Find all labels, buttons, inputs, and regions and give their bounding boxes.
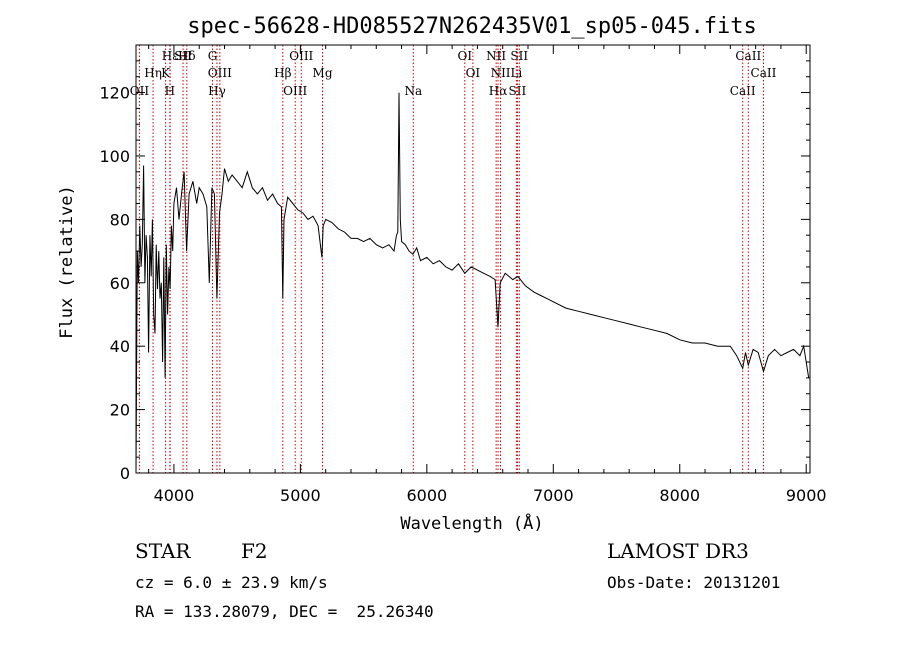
y-tick-label: 100 — [99, 147, 130, 166]
spectrum-series — [135, 92, 810, 474]
spectral-line-label: OI — [457, 49, 472, 63]
spectral-line-label: Hδ — [178, 49, 196, 63]
x-tick-label: 7000 — [533, 486, 574, 505]
x-tick-label: 9000 — [786, 486, 827, 505]
y-tick-label: 120 — [99, 84, 130, 103]
y-axis-label: Flux (relative) — [57, 185, 77, 339]
spectral-line-label: CaII — [735, 49, 761, 63]
spectral-line-label: SII — [509, 84, 527, 98]
spectral-line-label: OII — [130, 84, 150, 98]
spectral-line-label: Hγ — [208, 84, 226, 98]
spectral-line-label: OIII — [283, 84, 307, 98]
spectral-line-label: OIII — [289, 49, 313, 63]
spectral-line-label: CaII — [751, 66, 777, 80]
x-axis-label: Wavelength (Å) — [400, 512, 543, 534]
spectral-line-label: SII — [510, 49, 528, 63]
x-tick-label: 5000 — [280, 486, 321, 505]
y-tick-label: 40 — [110, 337, 130, 356]
plot-frame — [135, 44, 811, 474]
x-tick-label: 4000 — [154, 486, 195, 505]
spectral-line-label: Hβ — [274, 66, 291, 80]
spectral-line-label: Na — [404, 84, 422, 98]
spectral-line-label: SII — [174, 49, 192, 63]
spectral-line-label: Li — [510, 66, 522, 80]
obs-date: Obs-Date: 20131201 — [607, 573, 781, 592]
spectral-line-label: G — [208, 49, 218, 63]
spectral-line-label: Mg — [313, 66, 333, 80]
x-tick-label: 6000 — [406, 486, 447, 505]
spectral-line-label: OIII — [208, 66, 232, 80]
y-tick-label: 0 — [120, 464, 130, 483]
spectral-line-markers: HδKHHεHηOIISIIOIIIHγGHβOIIIOIIIMgNaOIOIH… — [130, 45, 777, 473]
y-tick-label: 20 — [110, 401, 130, 420]
spectral-line-label: Hα — [489, 84, 508, 98]
y-tick-label: 60 — [110, 274, 130, 293]
object-class: STAR — [135, 539, 191, 563]
y-tick-label: 80 — [110, 210, 130, 229]
spectral-line-label: OI — [466, 66, 481, 80]
chart-title: spec-56628-HD085527N262435V01_sp05-045.f… — [187, 14, 757, 39]
survey-name: LAMOST DR3 — [607, 539, 749, 563]
spectral-line-label: K — [161, 66, 171, 80]
redshift: cz = 6.0 ± 23.9 km/s — [135, 573, 328, 592]
x-tick-label: 8000 — [659, 486, 700, 505]
coordinates: RA = 133.28079, DEC = 25.26340 — [135, 602, 434, 621]
spectral-line-label: CaII — [730, 84, 756, 98]
axis-ticks: 4000 5000 6000 7000 8000 9000 0 20 40 60 80 100 120 — [99, 45, 827, 505]
spectrum-line — [135, 92, 810, 474]
spectral-line-label: Hη — [144, 66, 162, 80]
spectral-line-label: NII — [486, 49, 506, 63]
spectral-line-label: NII — [491, 66, 511, 80]
subclass: F2 — [241, 539, 268, 563]
